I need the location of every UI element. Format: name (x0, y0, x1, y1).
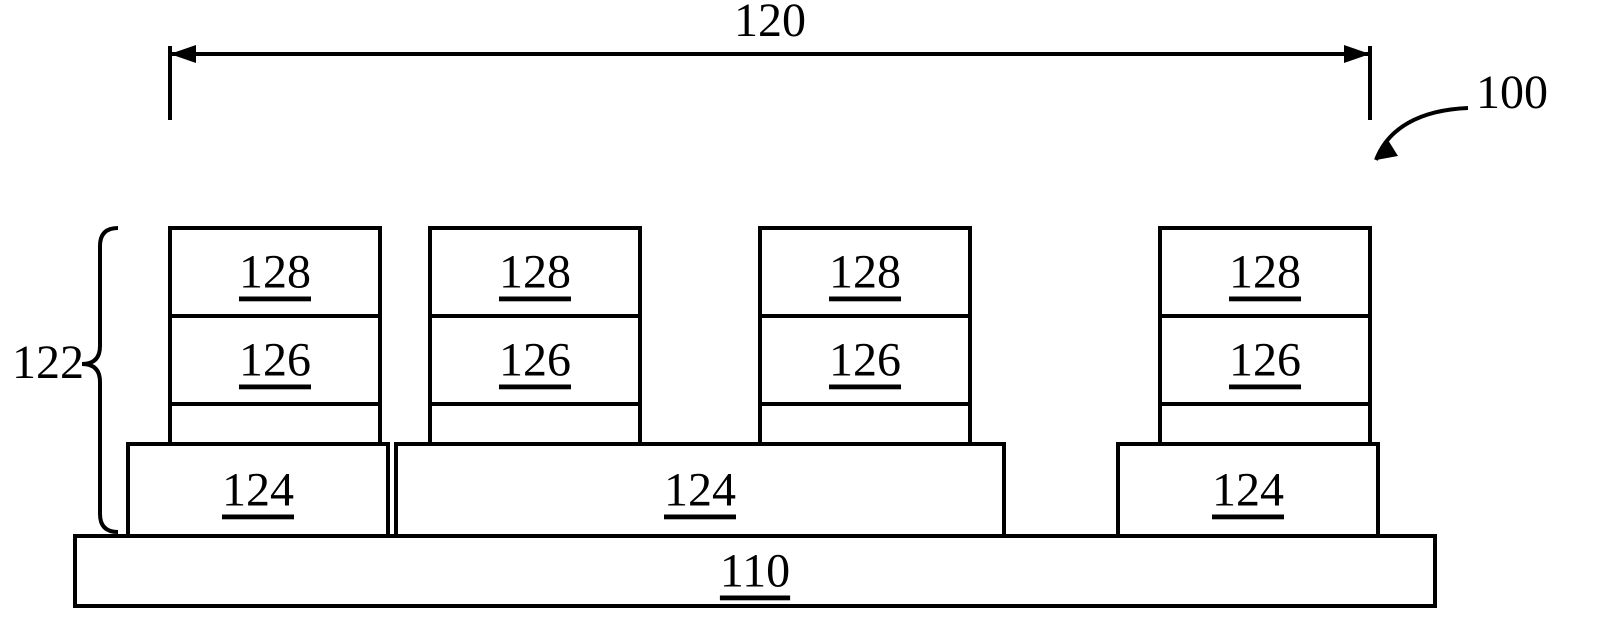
label-126: 126 (829, 334, 901, 387)
label-124: 124 (664, 464, 736, 517)
label-128: 128 (1229, 246, 1301, 299)
label-124: 124 (222, 464, 294, 517)
label-122: 122 (12, 336, 84, 389)
label-100: 100 (1476, 66, 1548, 119)
span-120-arrow-right (1344, 45, 1370, 63)
label-126: 126 (499, 334, 571, 387)
label-128: 128 (499, 246, 571, 299)
figure: 110 124 124 124 128 126 128 126 128 126 128 126 120 1… (12, 0, 1548, 606)
label-126: 126 (239, 334, 311, 387)
label-120: 120 (734, 0, 806, 47)
brace-122 (82, 228, 118, 532)
label-128: 128 (829, 246, 901, 299)
label-124: 124 (1212, 464, 1284, 517)
label-110: 110 (720, 545, 790, 598)
label-128: 128 (239, 246, 311, 299)
label-126: 126 (1229, 334, 1301, 387)
span-120-arrow-left (170, 45, 196, 63)
